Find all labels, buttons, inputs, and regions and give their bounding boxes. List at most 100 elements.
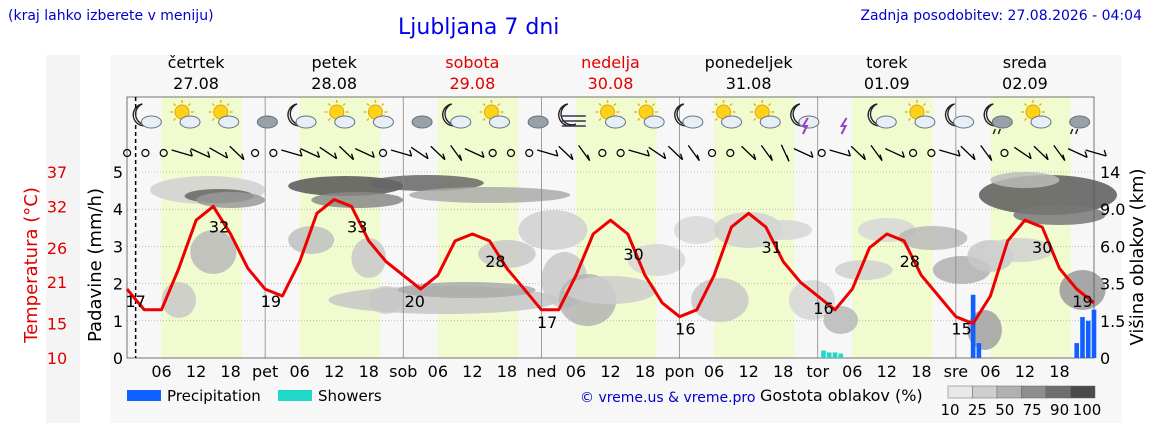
wind-barb-tick <box>1045 153 1049 160</box>
cloud-shape <box>411 115 433 129</box>
lightning-bolt <box>801 117 809 135</box>
precipitation-bar <box>1085 320 1091 358</box>
sun-ray <box>637 117 641 122</box>
precip-y-tick: 3 <box>113 237 123 256</box>
showers-bar <box>832 352 838 358</box>
x-tick-day: sre <box>944 362 968 381</box>
rain-drops <box>1069 128 1079 135</box>
sun-ray <box>482 102 486 107</box>
wind-calm-mark <box>598 148 607 158</box>
wind-barb <box>741 145 757 161</box>
sun-cloud-icon <box>363 100 394 129</box>
wind-barb <box>980 144 993 162</box>
wind-barb <box>1033 145 1049 161</box>
wind-barb <box>171 149 193 157</box>
wind-barb <box>354 148 375 158</box>
sun-ray <box>1023 117 1028 122</box>
cloud-density-blob <box>351 238 387 278</box>
x-tick-hour: 18 <box>220 362 240 381</box>
cloud-density-blob <box>990 172 1060 188</box>
sun-ray <box>381 102 385 107</box>
sun-ray <box>497 102 501 107</box>
location-hint: (kraj lahko izberete v meniju) <box>8 8 214 24</box>
wind-calm-mark <box>250 148 260 158</box>
wind-barb-tick <box>189 149 193 157</box>
legend-precipitation-label: Precipitation <box>167 387 261 405</box>
temperature-value-label: 15 <box>951 320 971 339</box>
wind-barb-tick <box>299 149 303 157</box>
temperature-value-label: 33 <box>347 217 367 236</box>
moon-lightning-icon <box>790 103 820 135</box>
sun-ray <box>598 102 602 107</box>
density-swatch <box>972 385 998 399</box>
wind-barb <box>410 146 429 160</box>
density-tick: 25 <box>968 401 987 419</box>
cloud-shape <box>991 115 1013 129</box>
wind-calm-mark <box>707 148 717 158</box>
sun-ray <box>211 117 215 122</box>
x-tick-day: tor <box>806 362 829 381</box>
wind-barb-tick <box>786 155 790 162</box>
cloud-shape <box>953 115 975 129</box>
cloud-density-blob <box>834 260 893 280</box>
cloud-density-blob <box>288 226 335 254</box>
wind-barb-tick <box>334 152 338 159</box>
moon-cloud-icon <box>132 103 162 129</box>
wind-barb <box>537 149 559 157</box>
wind-barb <box>190 148 211 158</box>
wind-barb <box>209 147 228 159</box>
cloud-y-tick: 1.5 <box>1100 312 1125 331</box>
sun-ray <box>613 102 617 107</box>
sun-ray <box>637 102 641 107</box>
cloud-shape <box>914 115 936 129</box>
sun-ray <box>211 102 215 107</box>
rain-drops <box>992 128 1001 135</box>
showers-bar <box>838 353 844 358</box>
cloud-y-tick: 3.5 <box>1100 275 1125 294</box>
x-tick-hour: 12 <box>600 362 620 381</box>
wind-barb-tick <box>1103 149 1107 157</box>
x-tick-day: pet <box>252 362 278 381</box>
wind-barb <box>648 146 666 160</box>
temperature-value-label: 20 <box>405 292 425 311</box>
wind-barb-tick <box>481 151 485 158</box>
day-date: 30.08 <box>588 74 634 93</box>
x-tick-hour: 18 <box>1049 362 1069 381</box>
wind-barb <box>1067 148 1088 158</box>
wind-calm-mark <box>488 148 497 158</box>
precipitation-bar <box>1080 317 1085 358</box>
wind-barb-tick <box>224 151 229 159</box>
legend-showers-label: Showers <box>318 387 382 405</box>
x-tick-hour: 18 <box>773 362 793 381</box>
x-tick-day: pon <box>665 362 695 381</box>
precip-y-tick: 4 <box>113 200 123 219</box>
wind-barb <box>687 144 700 162</box>
sun-cloud-icon <box>170 100 201 129</box>
density-tick: 10 <box>940 401 959 419</box>
temp-y-tick: 26 <box>47 239 67 258</box>
cloud-y-tick: 0 <box>1100 349 1110 368</box>
plot-frame <box>126 96 1095 359</box>
sun-ray <box>729 102 733 107</box>
moon-fog-icon <box>558 103 586 127</box>
wind-barb-tick <box>663 152 667 159</box>
moon-cloud-icon <box>674 103 704 129</box>
temp-y-tick: 32 <box>47 197 67 216</box>
wind-barb-tick <box>371 151 375 158</box>
wind-barb <box>667 145 683 161</box>
wind-barb <box>578 144 591 162</box>
x-tick-hour: 06 <box>151 362 171 381</box>
wind-barb <box>885 148 905 158</box>
temperature-value-label: 30 <box>1032 238 1052 257</box>
x-tick-hour: 18 <box>497 362 517 381</box>
wind-calm-mark <box>159 148 168 158</box>
sun-cloud-icon <box>750 100 781 129</box>
wind-calm-mark <box>506 148 516 158</box>
wind-barb-tick <box>1062 154 1066 161</box>
cloud-density-blob <box>518 210 588 250</box>
sun-ray <box>342 102 346 107</box>
sun-cloud-icon <box>208 100 240 129</box>
sun-cloud-icon <box>595 100 626 129</box>
temperature-value-label: 17 <box>537 313 557 332</box>
